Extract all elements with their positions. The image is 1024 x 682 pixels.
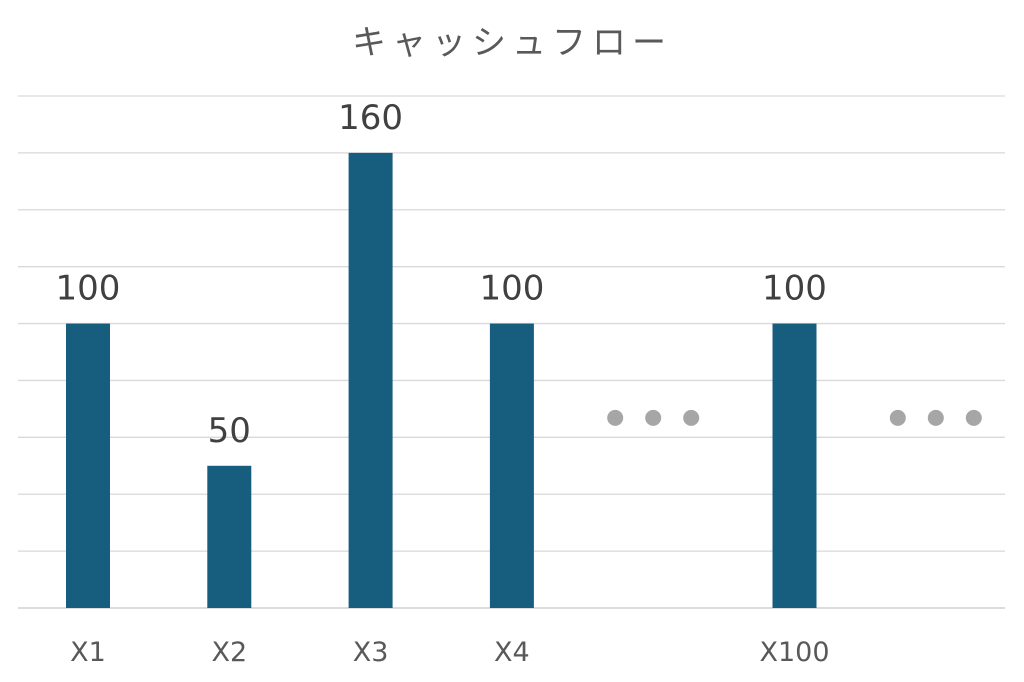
- data-labels: 100 50 160 100 100: [56, 98, 827, 451]
- bars: [66, 152, 817, 608]
- x-tick-label-X1: X1: [70, 637, 106, 668]
- bar-X100: [772, 323, 817, 608]
- data-label-X100: 100: [762, 269, 827, 309]
- bar-X3: [348, 152, 393, 608]
- x-tick-label-X4: X4: [494, 637, 530, 668]
- x-tick-label-X100: X100: [759, 637, 829, 668]
- ellipsis-dot: [965, 409, 982, 426]
- x-tick-label-X3: X3: [353, 637, 389, 668]
- data-label-X2: 50: [208, 411, 251, 451]
- ellipsis-markers: [607, 409, 982, 426]
- x-tick-labels: X1 X2 X3 X4 X100: [70, 637, 829, 668]
- bar-X1: [66, 323, 110, 608]
- ellipsis-dot: [889, 409, 906, 426]
- bar-X4: [489, 323, 534, 608]
- ellipsis-dot: [607, 409, 624, 426]
- bar-X2: [207, 465, 252, 608]
- ellipsis-dot: [683, 409, 700, 426]
- ellipsis-dot: [927, 409, 944, 426]
- ellipsis-dot: [645, 409, 662, 426]
- data-label-X1: 100: [56, 269, 121, 309]
- chart-title: キャッシュフロー: [352, 23, 672, 63]
- data-label-X4: 100: [479, 269, 544, 309]
- x-tick-label-X2: X2: [211, 637, 247, 668]
- data-label-X3: 160: [338, 98, 403, 138]
